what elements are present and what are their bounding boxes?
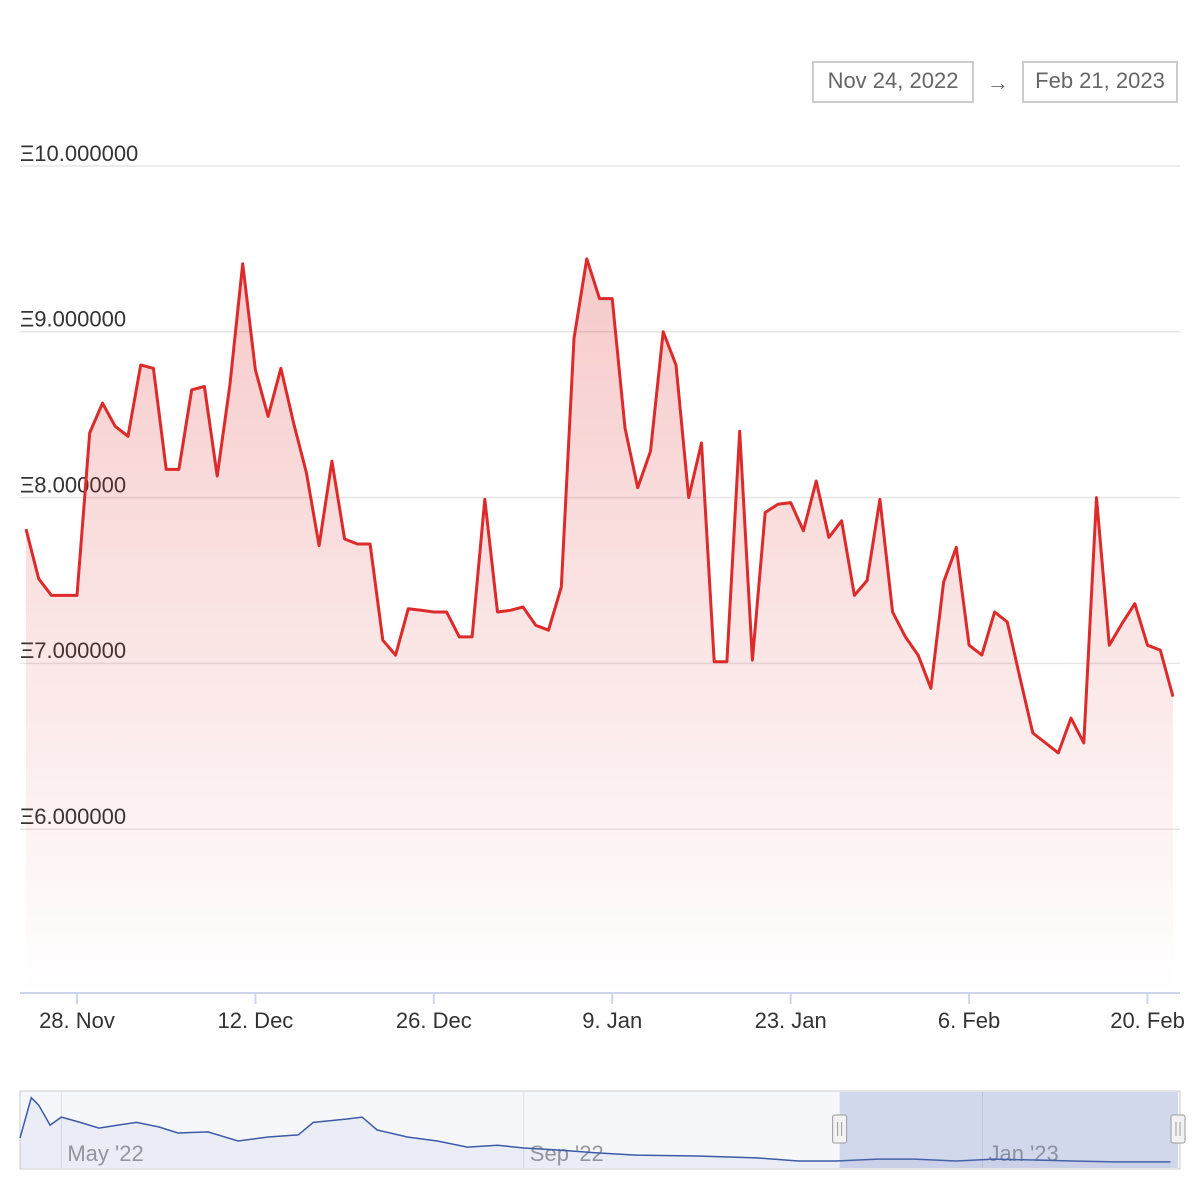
navigator-line: [19, 1096, 1171, 1163]
x-tick-label: 20. Feb: [1110, 1008, 1185, 1033]
x-tick-label: 26. Dec: [396, 1008, 472, 1033]
area-fill: [26, 258, 1173, 995]
range-to[interactable]: Feb 21, 2023: [1035, 68, 1165, 93]
x-tick-label: 12. Dec: [217, 1008, 293, 1033]
x-tick-label: 9. Jan: [582, 1008, 642, 1033]
line: [24, 257, 1175, 755]
range-to-box[interactable]: [1022, 61, 1178, 103]
x-tick-label: 6. Feb: [938, 1008, 1000, 1033]
range-separator: →: [987, 70, 1009, 95]
range-from-box[interactable]: [812, 61, 974, 103]
navigator-tick-label: Jan '23: [988, 1141, 1058, 1166]
x-tick-label: 28. Nov: [39, 1008, 115, 1033]
navigator-mask: [839, 1092, 1178, 1168]
x-tick-label: 23. Jan: [755, 1008, 827, 1033]
navigator-area: [20, 1097, 1171, 1168]
navigator-handle[interactable]: [832, 1114, 848, 1144]
y-tick-label: Ξ9.000000: [20, 307, 126, 332]
navigator-tick-label: May '22: [67, 1141, 143, 1166]
navigator-tick-label: Sep '22: [530, 1141, 604, 1166]
navigator-handle[interactable]: [1170, 1114, 1186, 1144]
navigator-box: [19, 1090, 1181, 1170]
y-tick-label: Ξ10.000000: [20, 141, 138, 166]
range-from[interactable]: Nov 24, 2022: [828, 68, 959, 93]
